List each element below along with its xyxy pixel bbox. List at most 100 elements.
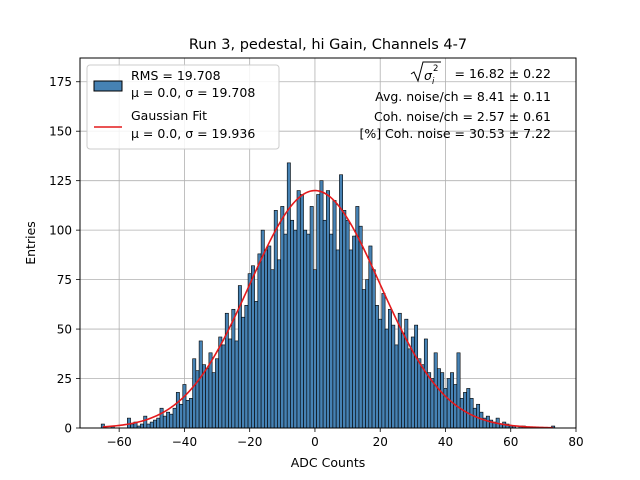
histogram-bar bbox=[185, 399, 190, 429]
legend-histogram-detail: μ = 0.0, σ = 19.708 bbox=[131, 85, 255, 100]
histogram-bar bbox=[254, 301, 259, 429]
histogram-bar bbox=[322, 219, 327, 429]
histogram-bar bbox=[290, 219, 295, 429]
x-tick-label: 80 bbox=[568, 435, 583, 449]
histogram-bar bbox=[198, 340, 203, 429]
histogram-bar bbox=[218, 336, 223, 429]
histogram-bar bbox=[352, 235, 357, 429]
histogram-bar bbox=[241, 316, 246, 429]
histogram-bar bbox=[348, 249, 353, 429]
histogram-bar bbox=[205, 368, 210, 429]
histogram-bar bbox=[469, 398, 474, 429]
histogram-bar bbox=[332, 200, 337, 429]
y-tick-label: 50 bbox=[57, 323, 72, 337]
histogram-bar bbox=[247, 273, 252, 429]
histogram-bar bbox=[476, 403, 481, 429]
histogram-bar bbox=[231, 308, 236, 429]
histogram-bar bbox=[149, 421, 154, 429]
histogram-bar bbox=[162, 415, 167, 429]
histogram-bar bbox=[189, 398, 193, 429]
histogram-bar bbox=[159, 407, 164, 429]
histogram-bar bbox=[156, 417, 161, 429]
histogram-bar bbox=[146, 423, 151, 429]
histogram-bar bbox=[365, 279, 370, 429]
legend: RMS = 19.708 μ = 0.0, σ = 19.708 Gaussia… bbox=[86, 64, 280, 150]
histogram-bar bbox=[430, 378, 435, 429]
histogram-bar bbox=[414, 324, 419, 429]
histogram-bar bbox=[472, 407, 477, 429]
histogram-bar bbox=[433, 352, 438, 429]
histogram-bar bbox=[228, 338, 233, 429]
histogram-bar bbox=[296, 190, 301, 429]
histogram-bar bbox=[267, 245, 272, 429]
histogram-bar bbox=[401, 332, 405, 429]
histogram-bar bbox=[381, 293, 386, 429]
histogram-bar bbox=[345, 219, 350, 429]
y-tick-label: 0 bbox=[64, 422, 72, 436]
legend-histogram-name: RMS = 19.708 bbox=[131, 68, 221, 83]
histogram-bar bbox=[211, 372, 216, 429]
histogram-bar bbox=[299, 194, 304, 429]
histogram-bar bbox=[283, 233, 288, 429]
histogram-bar bbox=[313, 269, 317, 429]
legend-fit-name: Gaussian Fit bbox=[131, 108, 207, 123]
histogram-bar bbox=[335, 249, 340, 429]
histogram-bar bbox=[280, 206, 285, 429]
y-tick-label: 25 bbox=[57, 372, 72, 386]
svg-text:σ: σ bbox=[424, 68, 433, 83]
annotation-sqrt-sigma: = 16.82 ± 0.22 bbox=[455, 66, 551, 81]
y-tick-label: 100 bbox=[49, 224, 72, 238]
chart-title: Run 3, pedestal, hi Gain, Channels 4-7 bbox=[189, 37, 467, 53]
histogram-bar bbox=[143, 415, 148, 429]
histogram-bar bbox=[221, 344, 226, 429]
histogram-bar bbox=[388, 308, 392, 429]
histogram-bar bbox=[342, 210, 347, 429]
histogram-bar bbox=[234, 340, 239, 429]
x-tick-label: 20 bbox=[373, 435, 388, 449]
histogram-bar bbox=[172, 407, 177, 429]
histogram-bar bbox=[277, 259, 281, 429]
histogram-bar bbox=[303, 229, 308, 429]
histogram-bar bbox=[378, 318, 383, 429]
histogram-bar bbox=[339, 174, 343, 429]
stats-annotations: σ i 2 = 16.82 ± 0.22 Avg. noise/ch = 8.4… bbox=[359, 61, 551, 141]
histogram-bar bbox=[427, 372, 432, 429]
histogram-bar bbox=[371, 269, 376, 429]
histogram-bar bbox=[459, 398, 464, 429]
histogram-bar bbox=[140, 423, 144, 429]
histogram-bar bbox=[309, 206, 314, 429]
annotation-avg-noise: Avg. noise/ch = 8.41 ± 0.11 bbox=[375, 89, 551, 104]
histogram-bar bbox=[286, 162, 291, 429]
histogram-bar bbox=[417, 358, 422, 429]
histogram-bar bbox=[437, 368, 441, 429]
y-tick-label: 150 bbox=[49, 125, 72, 139]
histogram-bar bbox=[456, 352, 461, 429]
histogram-bar bbox=[179, 403, 184, 429]
x-tick-label: 60 bbox=[503, 435, 518, 449]
histogram-bar bbox=[153, 419, 157, 429]
histogram-bar bbox=[361, 289, 366, 429]
histogram-bar bbox=[407, 348, 412, 429]
histogram-bar bbox=[446, 378, 451, 429]
y-axis-label: Entries bbox=[23, 221, 38, 265]
histogram-bar bbox=[169, 413, 174, 429]
histogram-bar bbox=[251, 265, 255, 429]
histogram-bar bbox=[423, 338, 428, 429]
y-tick-label: 125 bbox=[49, 174, 72, 188]
histogram-bar bbox=[440, 372, 445, 429]
histogram-bar bbox=[175, 392, 180, 429]
annotation-coh-noise: Coh. noise/ch = 2.57 ± 0.61 bbox=[374, 109, 551, 124]
histogram-bar bbox=[273, 210, 278, 429]
histogram-bar bbox=[182, 384, 187, 429]
histogram-bar bbox=[264, 249, 268, 429]
legend-histogram-swatch bbox=[93, 80, 123, 92]
y-tick-label: 175 bbox=[49, 75, 72, 89]
histogram-bars bbox=[100, 162, 556, 429]
histogram-bar bbox=[130, 423, 135, 429]
histogram-bar bbox=[257, 253, 262, 429]
histogram-bar bbox=[293, 229, 298, 429]
svg-text:i: i bbox=[432, 77, 435, 87]
x-axis-ticks: −60 −40 −20 0 20 40 60 80 bbox=[106, 428, 584, 449]
x-axis-label: ADC Counts bbox=[291, 455, 366, 470]
